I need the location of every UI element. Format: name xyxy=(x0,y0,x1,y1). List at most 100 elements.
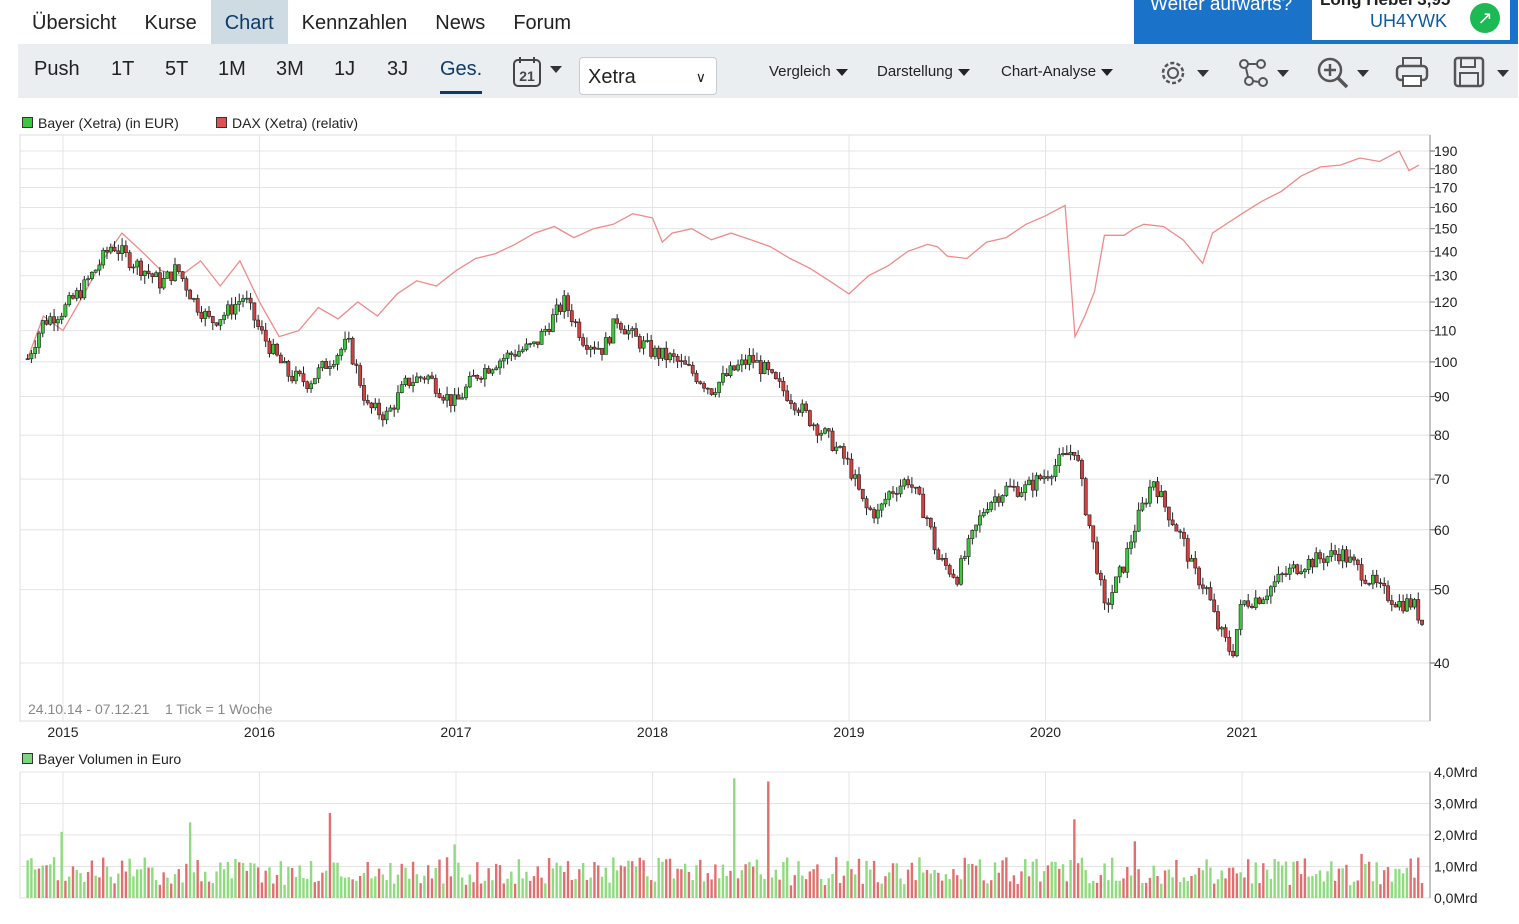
candle-body xyxy=(437,393,442,398)
volume-bar xyxy=(661,861,664,898)
volume-bar xyxy=(166,877,169,898)
volume-bar xyxy=(1095,882,1099,898)
range-5t[interactable]: 5T xyxy=(165,58,189,80)
volume-bar xyxy=(30,858,33,898)
range-3j[interactable]: 3J xyxy=(387,58,409,80)
legend-bayer[interactable]: Bayer (Xetra) (in EUR) xyxy=(22,115,179,131)
chart-analyse-dropdown[interactable]: Chart-Analyse xyxy=(1001,63,1114,80)
volume-bar xyxy=(1307,876,1310,898)
candle-body xyxy=(1250,605,1254,608)
volume-bar xyxy=(1012,875,1016,898)
darstellung-dropdown[interactable]: Darstellung xyxy=(877,63,970,80)
candle-body xyxy=(671,353,676,357)
candle-body xyxy=(1408,598,1413,608)
save-icon[interactable] xyxy=(1453,56,1513,95)
arrow-up-right-icon[interactable]: ↗ xyxy=(1470,3,1500,33)
volume-bar xyxy=(287,866,290,898)
volume-bar xyxy=(888,872,891,898)
tab-uebersicht[interactable]: Übersicht xyxy=(32,12,117,34)
volume-bar xyxy=(544,883,547,898)
range-1m[interactable]: 1M xyxy=(218,58,246,80)
range-push[interactable]: Push xyxy=(34,58,80,80)
volume-bar xyxy=(665,859,668,898)
candle-body xyxy=(694,372,699,383)
volume-bar xyxy=(445,857,449,898)
candle-body xyxy=(161,278,166,289)
tab-news[interactable]: News xyxy=(435,12,486,34)
candle-body xyxy=(898,485,903,495)
candle-body xyxy=(1114,576,1118,593)
volume-bar xyxy=(1364,863,1367,898)
candle-body xyxy=(721,373,725,383)
volume-bar xyxy=(423,875,426,898)
candle-body xyxy=(1352,556,1356,561)
candle-body xyxy=(573,321,578,324)
vergleich-dropdown[interactable]: Vergleich xyxy=(769,63,848,80)
volume-bar xyxy=(298,865,301,898)
candle-body xyxy=(1416,599,1421,621)
zoom-in-icon[interactable] xyxy=(1315,56,1375,95)
candle-body xyxy=(1102,579,1107,604)
volume-bar xyxy=(381,874,385,898)
candle-body xyxy=(241,298,245,302)
volume-bar xyxy=(597,865,600,898)
volume-bar xyxy=(933,870,936,898)
legend-volume[interactable]: Bayer Volumen in Euro xyxy=(22,751,181,767)
candle-body xyxy=(1151,481,1156,488)
candle-body xyxy=(441,397,446,401)
volume-bar xyxy=(695,865,698,898)
top-nav: Übersicht Kurse Chart Kennzahlen News Fo… xyxy=(18,0,585,54)
volume-bar xyxy=(1254,862,1257,898)
print-icon[interactable] xyxy=(1395,56,1431,95)
range-ges[interactable]: Ges. xyxy=(440,58,483,94)
volume-bar xyxy=(680,869,683,898)
candle-body xyxy=(758,360,763,375)
promo-product[interactable]: Long Hebel 3,95 UH4YWK ↗ xyxy=(1312,0,1510,40)
volume-bar xyxy=(1126,866,1129,898)
range-3m[interactable]: 3M xyxy=(276,58,304,80)
x-tick-label: 2017 xyxy=(440,724,471,740)
volume-bar xyxy=(971,863,974,898)
volume-bar xyxy=(41,865,44,898)
candle-body xyxy=(1015,486,1020,497)
network-icon[interactable] xyxy=(1237,56,1293,95)
candle-body xyxy=(1204,587,1209,589)
calendar-icon[interactable]: 21 xyxy=(512,56,568,95)
candle-body xyxy=(471,375,476,377)
volume-bar xyxy=(589,877,592,898)
settings-icon[interactable] xyxy=(1157,56,1213,95)
exchange-select[interactable]: Xetra ∨ xyxy=(579,57,717,95)
candle-body xyxy=(909,484,914,488)
volume-bar xyxy=(200,881,203,898)
candle-body xyxy=(362,385,366,401)
volume-bar xyxy=(699,859,702,898)
candle-body xyxy=(350,337,355,365)
range-1t[interactable]: 1T xyxy=(111,58,135,80)
volume-bar xyxy=(1367,861,1371,898)
candle-body xyxy=(1004,485,1009,496)
volume-bar xyxy=(253,863,256,898)
candle-body xyxy=(1412,599,1417,608)
volume-bar xyxy=(967,863,970,898)
volume-bar xyxy=(438,859,441,898)
candle-body xyxy=(1057,454,1062,466)
candle-body xyxy=(1019,492,1024,497)
tab-forum[interactable]: Forum xyxy=(513,12,572,34)
volume-bar xyxy=(26,860,29,898)
range-1j[interactable]: 1J xyxy=(334,58,356,80)
volume-bar xyxy=(782,862,785,898)
candle-body xyxy=(1321,558,1326,563)
legend-dax[interactable]: DAX (Xetra) (relativ) xyxy=(216,115,358,131)
volume-bar xyxy=(1088,883,1091,898)
volume-bar xyxy=(188,822,192,898)
candle-body xyxy=(184,278,189,291)
candle-body xyxy=(528,343,533,345)
volume-bar xyxy=(1383,870,1386,898)
volume-bar xyxy=(1239,872,1242,898)
volume-bar xyxy=(317,880,320,898)
promo-banner[interactable]: Weiter aufwärts? Long Hebel 3,95 UH4YWK … xyxy=(1134,0,1518,44)
tab-kurse[interactable]: Kurse xyxy=(144,12,197,34)
tab-kennzahlen[interactable]: Kennzahlen xyxy=(301,12,408,34)
volume-bar xyxy=(45,865,48,898)
